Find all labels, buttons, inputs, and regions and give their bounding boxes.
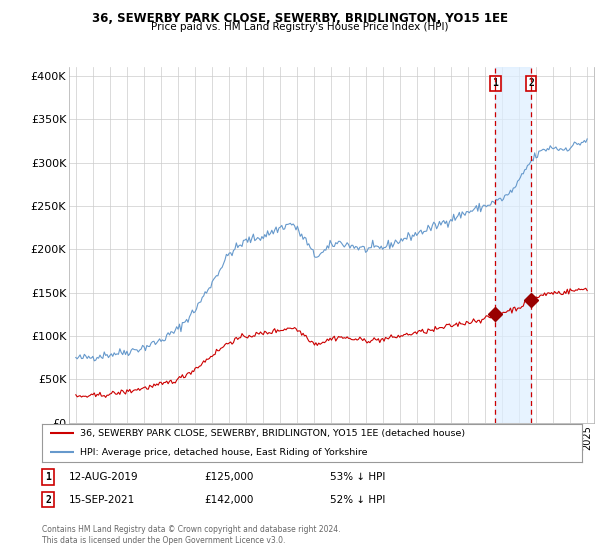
Text: 2: 2 bbox=[45, 494, 51, 505]
Text: 1: 1 bbox=[45, 472, 51, 482]
Text: 15-SEP-2021: 15-SEP-2021 bbox=[69, 494, 135, 505]
Text: Contains HM Land Registry data © Crown copyright and database right 2024.
This d: Contains HM Land Registry data © Crown c… bbox=[42, 525, 341, 545]
Text: £125,000: £125,000 bbox=[204, 472, 253, 482]
Text: Price paid vs. HM Land Registry's House Price Index (HPI): Price paid vs. HM Land Registry's House … bbox=[151, 22, 449, 32]
Text: HPI: Average price, detached house, East Riding of Yorkshire: HPI: Average price, detached house, East… bbox=[80, 448, 367, 457]
Bar bbox=[496, 67, 531, 423]
Text: 36, SEWERBY PARK CLOSE, SEWERBY, BRIDLINGTON, YO15 1EE (detached house): 36, SEWERBY PARK CLOSE, SEWERBY, BRIDLIN… bbox=[80, 429, 465, 438]
Text: 1: 1 bbox=[493, 78, 499, 88]
Text: 36, SEWERBY PARK CLOSE, SEWERBY, BRIDLINGTON, YO15 1EE: 36, SEWERBY PARK CLOSE, SEWERBY, BRIDLIN… bbox=[92, 12, 508, 25]
Text: 12-AUG-2019: 12-AUG-2019 bbox=[69, 472, 139, 482]
Text: £142,000: £142,000 bbox=[204, 494, 253, 505]
Text: 52% ↓ HPI: 52% ↓ HPI bbox=[330, 494, 385, 505]
Text: 53% ↓ HPI: 53% ↓ HPI bbox=[330, 472, 385, 482]
Text: 2: 2 bbox=[528, 78, 534, 88]
